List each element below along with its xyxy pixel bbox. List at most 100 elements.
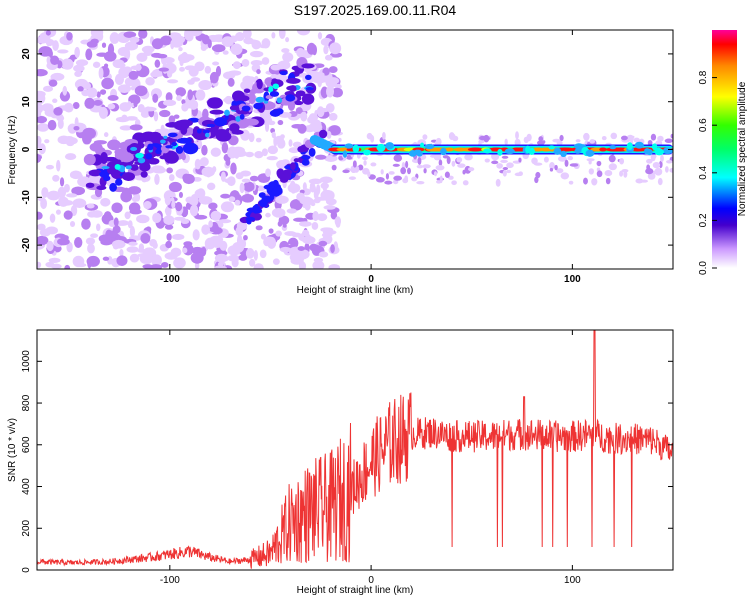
colorbar-tick-label: 0.0 bbox=[698, 261, 709, 275]
noise-blob bbox=[197, 140, 203, 149]
noise-blob bbox=[266, 156, 278, 161]
noise-blob bbox=[608, 163, 617, 171]
noise-blob bbox=[163, 215, 175, 225]
noise-blob bbox=[112, 225, 121, 234]
noise-blob bbox=[57, 118, 64, 130]
noise-blob bbox=[556, 168, 564, 174]
noise-blob bbox=[646, 158, 653, 164]
branch-blob bbox=[109, 182, 118, 192]
noise-blob bbox=[256, 69, 261, 75]
noise-blob bbox=[297, 246, 305, 252]
noise-blob bbox=[159, 109, 171, 118]
noise-blob bbox=[296, 47, 305, 58]
noise-blob bbox=[610, 132, 618, 140]
noise-blob bbox=[64, 264, 71, 269]
noise-blob bbox=[37, 235, 49, 246]
branch-blob bbox=[83, 153, 96, 166]
noise-blob bbox=[134, 85, 148, 97]
noise-blob bbox=[588, 160, 592, 165]
noise-blob bbox=[181, 103, 189, 112]
noise-blob bbox=[151, 38, 164, 50]
branch-blob bbox=[229, 123, 240, 133]
noise-blob bbox=[103, 51, 117, 62]
noise-blob bbox=[557, 155, 567, 162]
noise-blob bbox=[657, 135, 664, 142]
branch-blob bbox=[308, 147, 316, 157]
branch-blob bbox=[245, 216, 256, 222]
branch-blob bbox=[114, 163, 121, 170]
branch-blob bbox=[214, 117, 228, 127]
branch-blob bbox=[271, 188, 281, 197]
branch-blob bbox=[305, 86, 314, 91]
noise-blob bbox=[37, 223, 46, 231]
noise-blob bbox=[170, 247, 182, 257]
noise-blob bbox=[67, 137, 78, 145]
noise-blob bbox=[392, 163, 400, 167]
noise-blob bbox=[52, 174, 60, 182]
noise-blob bbox=[208, 202, 218, 210]
noise-blob bbox=[121, 114, 128, 122]
noise-blob bbox=[363, 160, 367, 166]
noise-blob bbox=[314, 154, 327, 160]
branch-blob bbox=[141, 131, 156, 139]
noise-blob bbox=[176, 95, 182, 102]
noise-blob bbox=[221, 36, 234, 47]
noise-blob bbox=[37, 110, 42, 117]
branch-blob bbox=[241, 105, 251, 112]
branch-blob bbox=[248, 92, 256, 104]
noise-blob bbox=[182, 247, 188, 254]
noise-blob bbox=[165, 240, 173, 249]
noise-blob bbox=[219, 240, 228, 251]
noise-blob bbox=[82, 127, 96, 140]
noise-blob bbox=[66, 193, 78, 198]
carrier-blob bbox=[344, 143, 354, 149]
branch-blob bbox=[269, 109, 281, 117]
noise-blob bbox=[112, 59, 125, 69]
noise-blob bbox=[114, 73, 125, 86]
branch-blob bbox=[285, 94, 296, 102]
noise-blob bbox=[154, 173, 160, 185]
noise-blob bbox=[190, 252, 204, 264]
noise-blob bbox=[143, 201, 152, 210]
branch-blob bbox=[244, 118, 259, 126]
noise-blob bbox=[158, 67, 170, 72]
noise-blob bbox=[37, 211, 43, 220]
noise-blob bbox=[192, 176, 202, 182]
branch-blob bbox=[122, 172, 135, 181]
noise-blob bbox=[249, 258, 256, 267]
noise-blob bbox=[320, 227, 334, 233]
branch-blob bbox=[229, 105, 239, 111]
carrier-blob bbox=[363, 149, 372, 156]
noise-blob bbox=[129, 225, 136, 238]
y-tick-label-bottom: 400 bbox=[21, 478, 32, 495]
carrier-blob bbox=[574, 148, 582, 154]
noise-blob bbox=[291, 232, 302, 238]
noise-blob bbox=[254, 265, 262, 269]
noise-blob bbox=[87, 243, 95, 254]
branch-blob bbox=[125, 165, 132, 170]
noise-blob bbox=[109, 32, 120, 44]
noise-blob bbox=[84, 97, 95, 109]
noise-blob bbox=[518, 157, 522, 163]
noise-blob bbox=[277, 119, 284, 126]
noise-blob bbox=[74, 236, 83, 248]
branch-blob bbox=[140, 171, 148, 178]
noise-blob bbox=[444, 171, 450, 178]
noise-blob bbox=[324, 54, 333, 61]
noise-blob bbox=[278, 30, 286, 39]
noise-blob bbox=[138, 30, 148, 39]
noise-blob bbox=[375, 177, 385, 183]
noise-blob bbox=[664, 138, 673, 144]
noise-blob bbox=[268, 228, 274, 234]
noise-blob bbox=[207, 182, 216, 191]
noise-blob bbox=[250, 60, 263, 66]
noise-blob bbox=[74, 117, 79, 129]
noise-blob bbox=[66, 32, 73, 41]
colorbar-tick-label: 0.2 bbox=[698, 213, 709, 227]
noise-blob bbox=[183, 241, 193, 247]
noise-blob bbox=[220, 201, 235, 213]
branch-blob bbox=[202, 108, 209, 120]
noise-blob bbox=[194, 189, 206, 199]
noise-blob bbox=[249, 50, 264, 58]
